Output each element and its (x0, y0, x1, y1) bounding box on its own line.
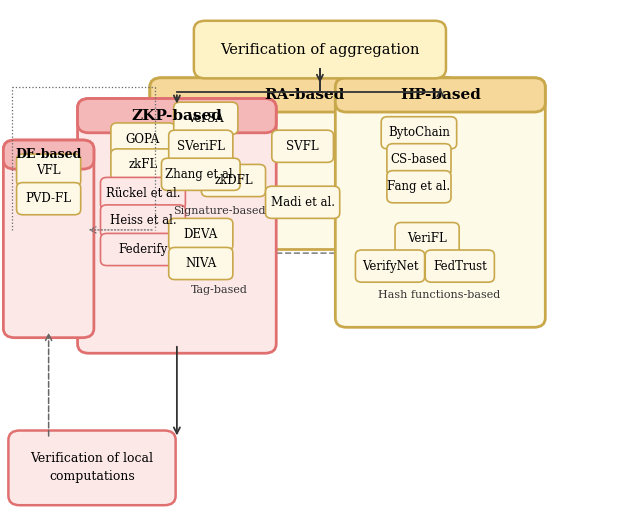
Text: FedTrust: FedTrust (433, 260, 486, 272)
Text: DE-based: DE-based (15, 148, 82, 161)
FancyBboxPatch shape (3, 140, 94, 338)
FancyBboxPatch shape (381, 116, 457, 149)
FancyBboxPatch shape (161, 158, 240, 190)
FancyBboxPatch shape (17, 182, 81, 214)
Text: Hash functions-based: Hash functions-based (378, 290, 500, 300)
Text: SVFL: SVFL (286, 140, 319, 153)
Text: VFL: VFL (36, 164, 61, 177)
Text: DEVA: DEVA (184, 228, 218, 241)
FancyBboxPatch shape (77, 99, 276, 353)
FancyBboxPatch shape (8, 431, 175, 505)
Text: NIVA: NIVA (185, 257, 216, 270)
Text: GOPA: GOPA (126, 132, 160, 145)
Text: Zhang et al.: Zhang et al. (165, 168, 236, 181)
FancyBboxPatch shape (17, 154, 81, 186)
Text: Verification of local
computations: Verification of local computations (31, 452, 154, 483)
FancyBboxPatch shape (387, 171, 451, 203)
FancyBboxPatch shape (355, 250, 424, 282)
Text: VerifyNet: VerifyNet (362, 260, 419, 272)
FancyBboxPatch shape (111, 149, 175, 181)
Text: Tag-based: Tag-based (191, 285, 248, 295)
FancyBboxPatch shape (150, 78, 458, 249)
FancyBboxPatch shape (266, 186, 340, 218)
FancyBboxPatch shape (150, 78, 458, 112)
FancyBboxPatch shape (111, 123, 175, 155)
FancyBboxPatch shape (3, 140, 94, 169)
FancyBboxPatch shape (169, 130, 233, 162)
FancyBboxPatch shape (77, 99, 276, 133)
FancyBboxPatch shape (425, 250, 494, 282)
Text: Madi et al.: Madi et al. (271, 196, 335, 209)
Text: VeriFL: VeriFL (407, 232, 447, 245)
FancyBboxPatch shape (169, 247, 233, 280)
FancyBboxPatch shape (387, 144, 451, 176)
Text: ZKP-based: ZKP-based (131, 109, 222, 123)
FancyBboxPatch shape (173, 102, 238, 134)
FancyBboxPatch shape (100, 233, 186, 266)
Text: zkFL: zkFL (128, 159, 157, 171)
Text: CS-based: CS-based (390, 153, 447, 166)
Text: Federify: Federify (118, 243, 168, 256)
Text: Heiss et al.: Heiss et al. (109, 214, 176, 228)
Text: zkDFL: zkDFL (214, 174, 253, 187)
FancyBboxPatch shape (100, 178, 186, 210)
FancyBboxPatch shape (272, 130, 333, 162)
Text: Signature-based: Signature-based (173, 206, 266, 216)
Text: VerSA: VerSA (188, 112, 224, 125)
FancyBboxPatch shape (169, 218, 233, 250)
Text: Fang et al.: Fang et al. (387, 180, 451, 193)
Text: Rückel et al.: Rückel et al. (106, 187, 180, 200)
Text: BytoChain: BytoChain (388, 126, 450, 139)
FancyBboxPatch shape (335, 78, 545, 112)
FancyBboxPatch shape (335, 78, 545, 327)
FancyBboxPatch shape (194, 21, 446, 79)
FancyBboxPatch shape (202, 164, 266, 197)
FancyBboxPatch shape (100, 205, 186, 237)
Text: SVeriFL: SVeriFL (177, 140, 225, 153)
Text: RA-based: RA-based (264, 88, 344, 102)
Text: HP-based: HP-based (400, 88, 481, 102)
FancyBboxPatch shape (395, 222, 459, 255)
Text: Verification of aggregation: Verification of aggregation (220, 43, 420, 56)
Text: PVD-FL: PVD-FL (26, 192, 72, 205)
